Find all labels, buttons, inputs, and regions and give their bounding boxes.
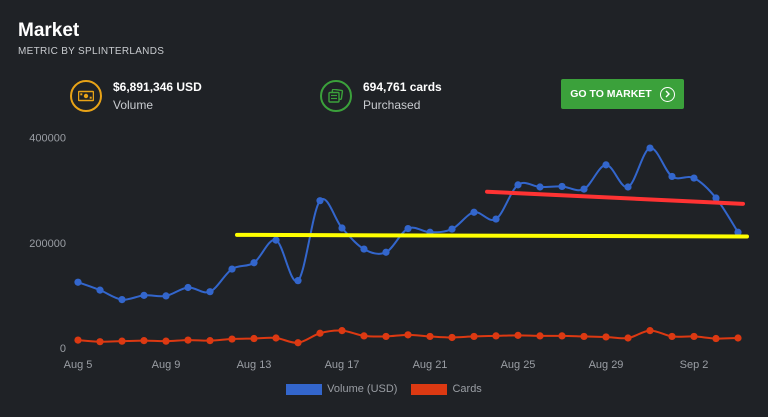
data-point-volume-usd[interactable] bbox=[646, 144, 654, 152]
data-point-volume-usd[interactable] bbox=[294, 277, 302, 285]
y-tick-label: 0 bbox=[60, 343, 66, 355]
chevron-right-icon bbox=[659, 86, 675, 102]
data-point-cards[interactable] bbox=[404, 331, 412, 339]
data-point-cards[interactable] bbox=[558, 332, 566, 340]
data-point-cards[interactable] bbox=[360, 332, 368, 340]
data-point-volume-usd[interactable] bbox=[360, 245, 368, 253]
x-tick-label: Aug 13 bbox=[237, 359, 272, 371]
legend-item[interactable]: Volume (USD) bbox=[286, 383, 397, 395]
data-point-volume-usd[interactable] bbox=[162, 292, 170, 300]
data-point-cards[interactable] bbox=[646, 327, 654, 335]
cards-value: 694,761 cards bbox=[363, 80, 442, 94]
data-point-cards[interactable] bbox=[602, 333, 610, 341]
data-point-volume-usd[interactable] bbox=[184, 283, 192, 292]
data-point-cards[interactable] bbox=[74, 336, 82, 344]
data-point-cards[interactable] bbox=[734, 334, 742, 342]
volume-label: Volume bbox=[113, 98, 154, 112]
x-tick-label: Aug 9 bbox=[152, 359, 181, 371]
data-point-cards[interactable] bbox=[338, 327, 346, 335]
data-point-volume-usd[interactable] bbox=[382, 248, 390, 256]
data-point-cards[interactable] bbox=[536, 332, 544, 340]
x-tick-label: Sep 2 bbox=[680, 359, 709, 371]
data-point-cards[interactable] bbox=[316, 329, 324, 337]
data-point-cards[interactable] bbox=[382, 332, 390, 341]
y-tick-label: 200000 bbox=[29, 238, 66, 250]
data-point-volume-usd[interactable] bbox=[514, 181, 522, 189]
y-tick-label: 400000 bbox=[29, 133, 66, 145]
legend-label: Volume (USD) bbox=[327, 383, 398, 395]
page-title: Market bbox=[18, 20, 80, 41]
data-point-volume-usd[interactable] bbox=[118, 295, 126, 304]
data-point-cards[interactable] bbox=[712, 334, 720, 343]
data-point-volume-usd[interactable] bbox=[206, 288, 214, 296]
resistance-trend-line bbox=[485, 189, 745, 206]
data-point-volume-usd[interactable] bbox=[404, 224, 412, 233]
cards-icon bbox=[320, 80, 352, 112]
data-point-cards[interactable] bbox=[162, 337, 170, 345]
data-point-volume-usd[interactable] bbox=[140, 291, 148, 299]
legend-swatch bbox=[411, 383, 448, 395]
x-tick-label: Aug 25 bbox=[501, 359, 536, 371]
data-point-volume-usd[interactable] bbox=[338, 224, 346, 232]
data-point-volume-usd[interactable] bbox=[74, 278, 82, 286]
data-point-volume-usd[interactable] bbox=[250, 259, 258, 267]
data-point-volume-usd[interactable] bbox=[448, 225, 456, 233]
data-point-cards[interactable] bbox=[514, 331, 522, 339]
data-point-volume-usd[interactable] bbox=[96, 286, 104, 294]
data-point-volume-usd[interactable] bbox=[316, 197, 324, 205]
data-point-volume-usd[interactable] bbox=[558, 182, 566, 191]
data-point-cards[interactable] bbox=[426, 332, 434, 341]
cards-stat: 694,761 cards Purchased bbox=[320, 78, 442, 114]
data-point-cards[interactable] bbox=[580, 332, 588, 341]
data-point-volume-usd[interactable] bbox=[690, 174, 698, 182]
data-point-volume-usd[interactable] bbox=[712, 194, 720, 202]
data-point-volume-usd[interactable] bbox=[470, 208, 478, 216]
data-point-volume-usd[interactable] bbox=[734, 228, 742, 236]
data-point-cards[interactable] bbox=[492, 332, 500, 340]
data-point-cards[interactable] bbox=[668, 332, 676, 341]
data-point-cards[interactable] bbox=[118, 337, 126, 345]
data-point-cards[interactable] bbox=[294, 339, 302, 347]
data-point-cards[interactable] bbox=[624, 334, 632, 342]
data-point-cards[interactable] bbox=[206, 337, 214, 345]
data-point-volume-usd[interactable] bbox=[580, 185, 588, 193]
go-to-market-button[interactable]: GO TO MARKET bbox=[561, 79, 684, 109]
series-line-volume-usd bbox=[77, 147, 739, 301]
data-point-cards[interactable] bbox=[96, 338, 104, 346]
volume-stat: $6,891,346 USD Volume bbox=[70, 78, 202, 114]
data-point-volume-usd[interactable] bbox=[228, 265, 236, 273]
data-point-cards[interactable] bbox=[690, 332, 698, 341]
data-point-volume-usd[interactable] bbox=[272, 236, 280, 244]
x-tick-label: Aug 17 bbox=[325, 359, 360, 371]
legend-item[interactable]: Cards bbox=[411, 383, 482, 395]
data-point-cards[interactable] bbox=[184, 336, 192, 344]
volume-value: $6,891,346 USD bbox=[113, 80, 202, 94]
chart-legend: Volume (USD) Cards bbox=[0, 383, 768, 395]
support-trend-line bbox=[235, 232, 749, 239]
legend-label: Cards bbox=[452, 383, 482, 395]
go-to-market-label: GO TO MARKET bbox=[570, 88, 652, 100]
data-point-cards[interactable] bbox=[272, 334, 280, 342]
data-point-volume-usd[interactable] bbox=[536, 183, 544, 191]
data-point-volume-usd[interactable] bbox=[624, 183, 632, 191]
data-point-cards[interactable] bbox=[470, 332, 478, 341]
data-point-cards[interactable] bbox=[140, 337, 148, 345]
data-point-volume-usd[interactable] bbox=[492, 215, 500, 223]
legend-swatch bbox=[286, 383, 323, 395]
money-icon bbox=[70, 80, 102, 112]
page-subtitle: METRIC BY SPLINTERLANDS bbox=[18, 46, 165, 57]
cards-label: Purchased bbox=[363, 98, 421, 112]
data-point-cards[interactable] bbox=[448, 333, 456, 342]
x-tick-label: Aug 5 bbox=[64, 359, 93, 371]
data-point-cards[interactable] bbox=[250, 334, 258, 343]
x-tick-label: Aug 29 bbox=[589, 359, 624, 371]
data-point-volume-usd[interactable] bbox=[668, 172, 676, 181]
x-tick-label: Aug 21 bbox=[413, 359, 448, 371]
data-point-cards[interactable] bbox=[228, 335, 236, 343]
data-point-volume-usd[interactable] bbox=[602, 161, 610, 169]
